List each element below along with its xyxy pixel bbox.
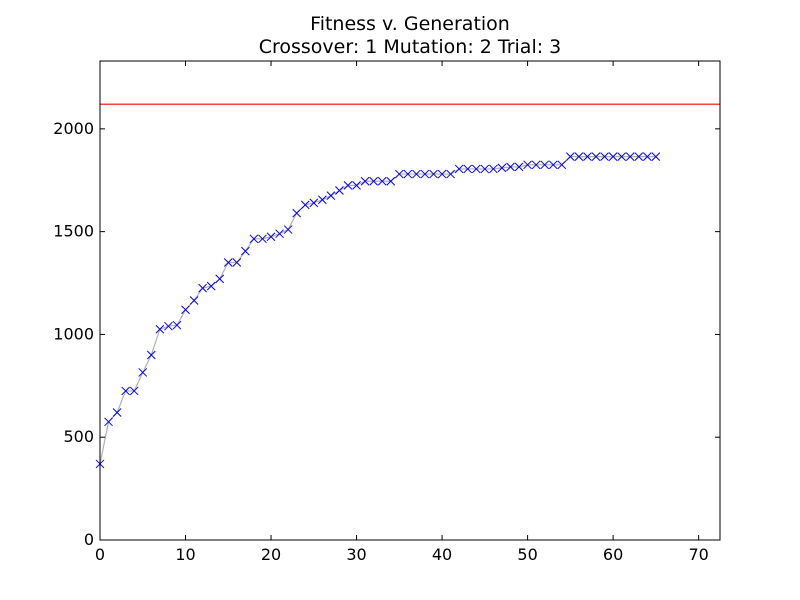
x-tick-label: 40 — [432, 545, 452, 564]
x-tick-label: 20 — [261, 545, 281, 564]
data-point — [241, 246, 250, 256]
data-point — [497, 163, 507, 173]
data-point — [232, 258, 242, 267]
data-point — [591, 152, 601, 161]
data-point — [181, 305, 190, 315]
data-point — [172, 320, 182, 330]
x-tick-label: 30 — [346, 545, 366, 564]
data-point — [463, 164, 473, 174]
y-tick-label: 1000 — [53, 324, 94, 343]
data-point — [437, 169, 447, 179]
data-point — [292, 208, 302, 218]
x-tick-label: 10 — [175, 545, 195, 564]
data-point — [164, 321, 173, 331]
x-tick-label: 50 — [517, 545, 537, 564]
data-point — [189, 296, 199, 305]
x-tick-label: 60 — [603, 545, 623, 564]
data-point — [198, 283, 207, 293]
data-point — [360, 176, 370, 186]
plot-frame — [99, 60, 721, 541]
data-point — [129, 386, 139, 396]
data-point — [531, 160, 541, 170]
data-point — [300, 200, 310, 210]
data-point — [600, 152, 609, 161]
data-point — [121, 386, 131, 396]
data-point — [343, 181, 353, 190]
data-point — [394, 169, 404, 179]
data-point — [625, 152, 635, 161]
axis-ticks: 0 10 20 30 40 50 60 70 0 500 1000 1500 2000 — [53, 61, 720, 564]
data-point — [651, 152, 661, 161]
plot-area — [95, 103, 720, 469]
series-line — [99, 155, 656, 465]
data-point — [548, 160, 558, 170]
data-point — [420, 169, 430, 179]
data-point — [506, 162, 515, 172]
data-point — [565, 152, 575, 161]
data-point — [429, 169, 438, 179]
x-tick-label: 0 — [95, 545, 105, 564]
data-point — [583, 152, 592, 161]
data-point — [283, 225, 293, 234]
data-point — [326, 191, 336, 201]
chart-subtitle: Crossover: 1 Mutation: 2 Trial: 3 — [259, 36, 562, 58]
data-point — [317, 195, 327, 205]
data-point — [138, 368, 148, 377]
data-point — [446, 169, 455, 179]
chart-title: Fitness v. Generation — [310, 13, 510, 35]
data-point — [471, 164, 481, 174]
data-point — [617, 152, 627, 161]
data-point — [335, 186, 344, 195]
data-point — [369, 176, 379, 186]
y-tick-label: 0 — [84, 530, 94, 549]
data-point — [112, 408, 122, 417]
data-point — [557, 160, 567, 170]
data-point — [249, 234, 259, 244]
data-point — [454, 164, 464, 174]
data-point — [634, 152, 644, 161]
data-point — [642, 152, 652, 161]
data-point — [412, 169, 421, 179]
data-point — [215, 274, 225, 284]
data-point — [223, 258, 233, 267]
data-point — [377, 176, 387, 186]
data-point — [480, 164, 490, 174]
data-point — [386, 176, 396, 186]
data-point — [514, 162, 524, 172]
data-point — [155, 324, 165, 334]
y-tick-label: 500 — [63, 427, 94, 446]
data-point — [266, 232, 276, 242]
data-point — [146, 350, 156, 360]
data-point — [206, 281, 216, 291]
data-point — [352, 181, 361, 190]
data-point — [489, 164, 498, 174]
data-point — [403, 169, 413, 179]
y-tick-label: 1500 — [53, 222, 94, 241]
x-tick-label: 70 — [688, 545, 708, 564]
data-point — [104, 417, 113, 427]
data-point — [258, 234, 267, 244]
data-point — [608, 152, 618, 161]
data-point — [574, 152, 584, 161]
data-point — [309, 198, 319, 208]
data-point — [275, 229, 284, 239]
data-point — [540, 160, 550, 170]
data-point — [523, 160, 532, 170]
y-tick-label: 2000 — [53, 119, 94, 138]
